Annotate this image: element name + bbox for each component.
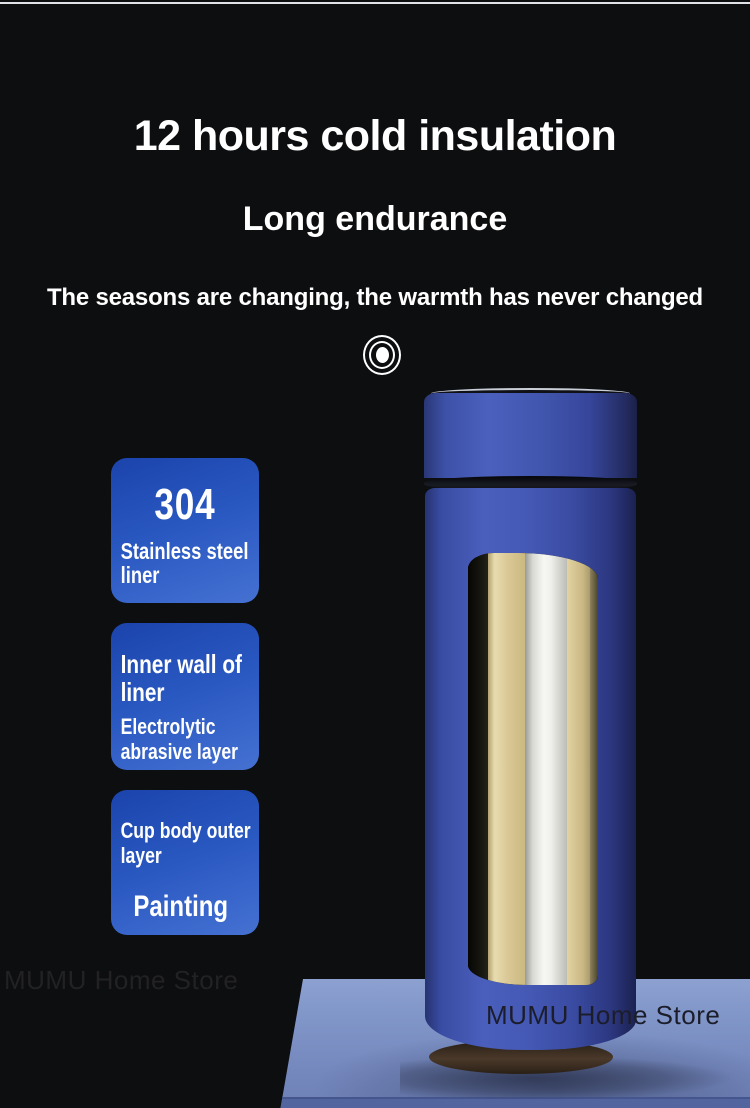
cutaway-shadow-band [468,553,488,985]
watermark-right: MUMU Home Store [486,1000,721,1030]
feature-card-stainless-liner: 304 Stainless steel liner [111,458,259,603]
feature-value: 304 [154,480,216,529]
tagline: The seasons are changing, the warmth has… [46,284,704,311]
cutaway-gold-layer-inner [567,553,590,985]
top-divider-line [0,2,750,4]
bottle-neck-ring [424,476,637,491]
watermark-left: MUMU Home Store [4,965,239,995]
bottle-image [424,388,637,1080]
concentric-circles-icon-middle-ring [369,341,395,369]
feature-label-line: liner [120,562,160,589]
feature-card-content: Cup body outer layer Painting [111,790,259,924]
feature-title-line: layer [120,842,162,868]
feature-value: Painting [133,890,229,924]
feature-sub-line: abrasive layer [120,738,239,764]
concentric-circles-icon [363,335,401,375]
feature-sub-line: Electrolytic [120,714,216,740]
feature-title-line: Cup body outer [120,818,251,843]
bottle-cap [424,393,637,478]
feature-card-content: 304 Stainless steel liner [111,480,259,587]
cutaway-edge-fade [590,553,598,985]
page-subtitle: Long endurance [242,200,508,238]
page-title: 12 hours cold insulation [133,112,617,160]
cutaway-steel-liner [525,553,567,985]
feature-title-line: liner [120,677,165,708]
feature-card-outer-layer: Cup body outer layer Painting [111,790,259,935]
concentric-circles-icon-center-dot [375,347,389,363]
feature-label-line: Stainless steel [120,538,249,564]
cutaway-gold-layer-outer [488,553,525,985]
liner-cutaway-window [468,553,598,985]
feature-card-inner-wall: Inner wall of liner Electrolytic abrasiv… [111,623,259,770]
feature-title-line: Inner wall of [120,649,242,679]
feature-card-content: Inner wall of liner Electrolytic abrasiv… [111,623,259,764]
